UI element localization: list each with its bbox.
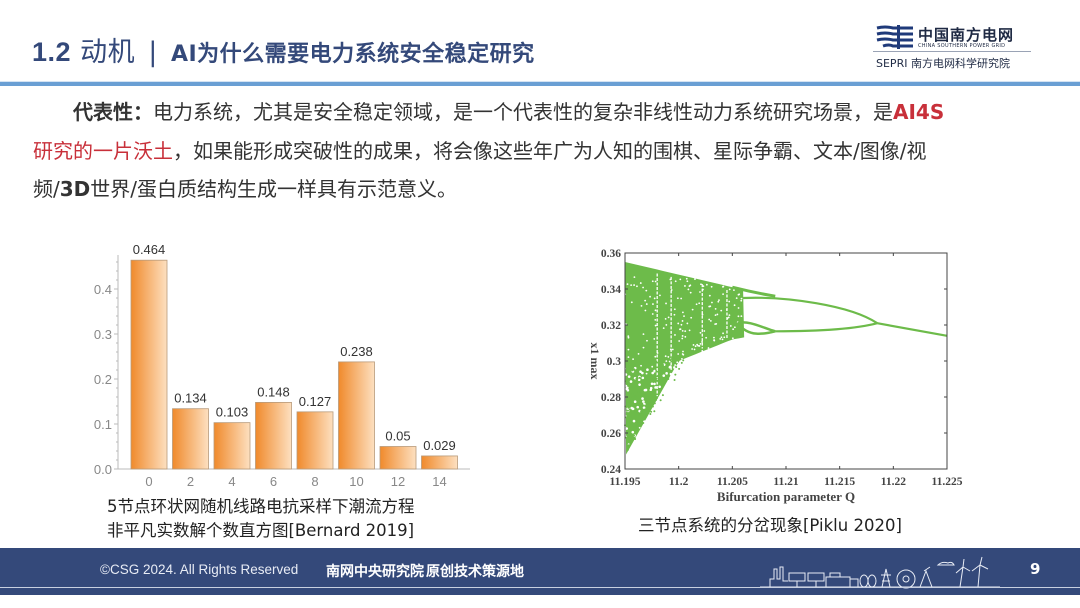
histogram-bar — [130, 259, 168, 470]
x-tick-label: 11.22 — [881, 476, 906, 488]
bar-value-label: 0.238 — [340, 344, 373, 359]
x-tick-label: 11.215 — [824, 476, 855, 488]
bar-value-label: 0.148 — [257, 384, 290, 399]
y-tick-label: 0.26 — [601, 428, 621, 440]
copyright-text: ©CSG 2024. All Rights Reserved — [100, 562, 299, 577]
x-tick-label: 4 — [228, 474, 235, 489]
page-title: 1.2 动机 | AI为什么需要电力系统安全稳定研究 — [32, 30, 535, 69]
histogram-caption-line-1: 5节点环状网随机线路电抗采样下潮流方程 — [107, 497, 415, 516]
x-tick-label: 11.21 — [773, 476, 798, 488]
x-tick-label: 11.195 — [610, 476, 641, 488]
y-tick-label: 0.32 — [601, 320, 621, 332]
title-separator: | — [148, 37, 158, 68]
page-number: 9 — [1030, 560, 1041, 578]
body-line-1: 代表性：电力系统，尤其是安全稳定领域，是一个代表性的复杂非线性动力系统研究场景，… — [73, 93, 1080, 132]
bifurcation-chart: 11.195 11.2 11.205 11.21 11.215 11.22 11.225 0.… — [585, 242, 980, 512]
logo-name-en: CHINA SOUTHERN POWER GRID — [918, 43, 1006, 49]
bifurcation-caption: 三节点系统的分岔现象[Piklu 2020] — [638, 516, 902, 535]
x-tick-label: 11.205 — [717, 476, 748, 488]
footer-bar: ©CSG 2024. All Rights Reserved 南网中央研究院 原… — [0, 548, 1080, 595]
body-text-3-pre: 频/ — [33, 177, 60, 201]
y-tick-label: 0.3 — [94, 327, 112, 342]
y-tick-label: 0.2 — [94, 372, 112, 387]
footer-slogan-1: 南网中央研究院 — [326, 564, 424, 580]
histogram-bar — [379, 446, 417, 470]
body-text-3: 世界/蛋白质结构生成一样具有示范意义。 — [90, 177, 458, 201]
highlight-ai4s: AI4S — [893, 100, 945, 124]
body-text-3d: 3D — [59, 177, 91, 201]
x-tick-label: 2 — [187, 474, 194, 489]
x-tick-label: 11.2 — [669, 476, 689, 488]
highlight-fertile-ground: 研究的一片沃土 — [33, 139, 173, 163]
bar-value-label: 0.05 — [385, 429, 410, 444]
energy-skyline-icon — [760, 556, 1000, 589]
x-tick-label: 6 — [270, 474, 277, 489]
body-text-2: ，如果能形成突破性的成果，将会像这些年广为人知的围棋、星际争霸、文本/图像/视 — [173, 139, 927, 163]
title-divider — [0, 81, 1080, 86]
body-text-1: 电力系统，尤其是安全稳定领域，是一个代表性的复杂非线性动力系统研究场景，是 — [153, 100, 893, 124]
histogram-chart: 0.0 0.1 0.2 0.3 0.4 0.464 0 0.134 2 0.103 4 0.148 6 0… — [80, 235, 480, 495]
footer-slogan-2: 原创技术策源地 — [426, 564, 524, 580]
y-tick-label: 0.3 — [607, 356, 622, 368]
section-subtitle: AI为什么需要电力系统安全稳定研究 — [170, 42, 535, 67]
section-name: 动机 — [80, 37, 136, 68]
section-number: 1.2 — [32, 37, 72, 67]
y-tick-label: 0.4 — [94, 282, 112, 297]
histogram-bar — [172, 408, 209, 470]
histogram-caption: 5节点环状网随机线路电抗采样下潮流方程 非平凡实数解个数直方图[Bernard … — [107, 495, 415, 543]
histogram-bar — [255, 401, 292, 470]
body-line-2: 研究的一片沃土，如果能形成突破性的成果，将会像这些年广为人知的围棋、星际争霸、文… — [33, 132, 1053, 171]
histogram-bar — [213, 422, 251, 470]
bar-value-label: 0.029 — [423, 438, 456, 453]
y-tick-label: 0.36 — [601, 248, 621, 260]
y-tick-label: 0.0 — [94, 462, 112, 477]
x-tick-label: 8 — [311, 474, 318, 489]
x-tick-label: 11.225 — [932, 476, 963, 488]
x-tick-label: 12 — [391, 474, 405, 489]
histogram-caption-line-2: 非平凡实数解个数直方图[Bernard 2019] — [107, 521, 415, 540]
y-axis-label: x1 max — [588, 343, 602, 380]
y-tick-label: 0.1 — [94, 417, 112, 432]
y-tick-label: 0.34 — [601, 284, 621, 296]
histogram-bar — [421, 455, 458, 470]
x-tick-label: 0 — [145, 474, 152, 489]
body-line-3: 频/3D世界/蛋白质结构生成一样具有示范意义。 — [33, 170, 1053, 209]
bar-value-label: 0.134 — [174, 391, 207, 406]
logo-name-cn: 中国南方电网 — [918, 26, 1015, 44]
y-tick-label: 0.28 — [601, 392, 621, 404]
x-axis-label: Bifurcation parameter Q — [717, 489, 855, 504]
logo-divider — [873, 51, 1031, 52]
y-tick-label: 0.24 — [601, 464, 621, 476]
histogram-plot: 0.0 0.1 0.2 0.3 0.4 0.464 0 0.134 2 0.103 4 0.148 6 0… — [94, 242, 470, 489]
histogram-bar — [338, 361, 375, 470]
csg-logo: 中国南方电网 CHINA SOUTHERN POWER GRID SEPRI 南… — [873, 22, 1048, 74]
logo-institute: SEPRI 南方电网科学研究院 — [876, 57, 1010, 70]
body-label: 代表性： — [73, 100, 153, 124]
histogram-bar — [296, 411, 334, 470]
footer-rule — [0, 587, 1080, 588]
x-tick-label: 10 — [349, 474, 363, 489]
csg-logo-icon — [876, 25, 913, 49]
x-tick-label: 14 — [432, 474, 446, 489]
bar-value-label: 0.464 — [133, 242, 166, 257]
bar-value-label: 0.103 — [216, 405, 249, 420]
bar-value-label: 0.127 — [299, 394, 332, 409]
bifurcation-plot: 11.195 11.2 11.205 11.21 11.215 11.22 11.225 0.… — [588, 248, 963, 504]
